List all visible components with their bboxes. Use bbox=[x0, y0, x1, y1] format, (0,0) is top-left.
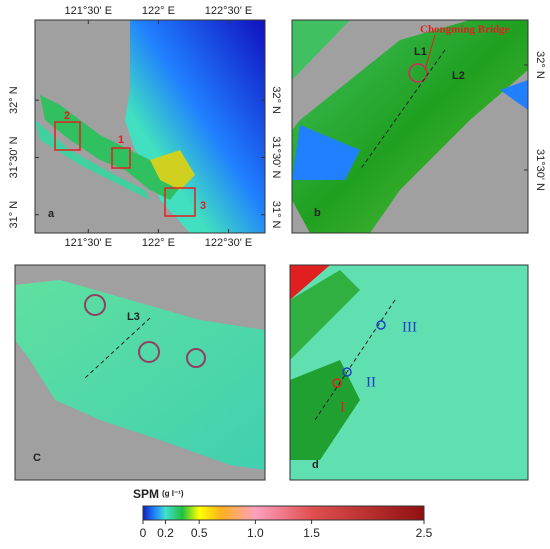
shoal bbox=[290, 270, 360, 360]
circle bbox=[408, 63, 428, 83]
panel-label: b bbox=[314, 207, 321, 219]
box bbox=[164, 187, 196, 217]
y-tick-label: 31°30' N bbox=[8, 136, 20, 178]
colorbar-tick-label: 0.2 bbox=[157, 526, 174, 540]
x-tick-label: 122°30' E bbox=[205, 237, 252, 249]
panel-d: I II III d bbox=[289, 264, 529, 481]
colorbar-label: SPM bbox=[133, 487, 159, 501]
y-tick-label: 31°30' N bbox=[270, 136, 282, 178]
box-label: 3 bbox=[200, 200, 206, 212]
estuary-channel bbox=[35, 120, 150, 200]
transect bbox=[359, 49, 446, 171]
colorbar-tick-label: 2.5 bbox=[416, 526, 433, 540]
colorbar-tick-label: 0 bbox=[140, 526, 147, 540]
colorbar bbox=[142, 505, 425, 521]
colorbar-tick-label: 1.0 bbox=[247, 526, 264, 540]
station-label: II bbox=[366, 374, 376, 390]
frame bbox=[291, 19, 529, 234]
turbid-area bbox=[290, 265, 330, 300]
transect bbox=[84, 317, 151, 379]
river bbox=[15, 280, 265, 470]
station bbox=[376, 320, 386, 330]
station-label: III bbox=[402, 319, 417, 335]
circle bbox=[84, 294, 106, 316]
panel-label: a bbox=[48, 208, 55, 220]
circle bbox=[186, 348, 206, 368]
shoal bbox=[290, 360, 360, 460]
colorbar-tick-label: 1.5 bbox=[303, 526, 320, 540]
panel-label: C bbox=[33, 452, 41, 464]
x-tick-label: 122°30' E bbox=[205, 5, 252, 17]
box-label: 2 bbox=[64, 110, 70, 122]
panel-a: 1 2 3 a bbox=[34, 19, 266, 234]
panel-c: L3 C bbox=[14, 264, 266, 481]
colorbar-unit: (g l⁻¹) bbox=[162, 489, 184, 498]
frame bbox=[14, 264, 266, 481]
transect bbox=[314, 299, 396, 421]
panel-b: Chongming Bridge L1 L2 b bbox=[291, 19, 529, 234]
box bbox=[54, 121, 81, 151]
x-tick-label: 121°30' E bbox=[65, 5, 112, 17]
frame bbox=[289, 264, 529, 481]
bridge-label: Chongming Bridge bbox=[420, 24, 510, 36]
x-tick-label: 122° E bbox=[142, 237, 175, 249]
y-tick-label: 32° N bbox=[270, 86, 282, 114]
y-tick-label: 31° N bbox=[270, 201, 282, 229]
shoal bbox=[292, 125, 360, 180]
frame bbox=[34, 19, 266, 234]
panel-label: d bbox=[312, 459, 319, 471]
station-label: I bbox=[340, 399, 345, 415]
x-tick-label: 121°30' E bbox=[65, 237, 112, 249]
bridge-pointer bbox=[424, 34, 436, 71]
y-tick-label: 32° N bbox=[534, 51, 546, 79]
shoal bbox=[500, 80, 528, 110]
turbid-area bbox=[150, 150, 195, 190]
river bbox=[292, 20, 528, 233]
y-tick-label: 32° N bbox=[8, 86, 20, 114]
colorbar-tick-label: 0.5 bbox=[191, 526, 208, 540]
y-tick-label: 31°30' N bbox=[534, 149, 546, 191]
x-tick-label: 122° E bbox=[142, 5, 175, 17]
line-label: L1 bbox=[414, 46, 427, 58]
station bbox=[332, 378, 342, 388]
circle bbox=[138, 341, 160, 363]
line-label: L2 bbox=[452, 70, 465, 82]
y-tick-label: 31° N bbox=[8, 201, 20, 229]
box bbox=[111, 147, 131, 169]
water bbox=[292, 20, 350, 80]
station bbox=[342, 367, 352, 377]
box-label: 1 bbox=[118, 134, 124, 146]
line-label: L3 bbox=[127, 311, 140, 323]
